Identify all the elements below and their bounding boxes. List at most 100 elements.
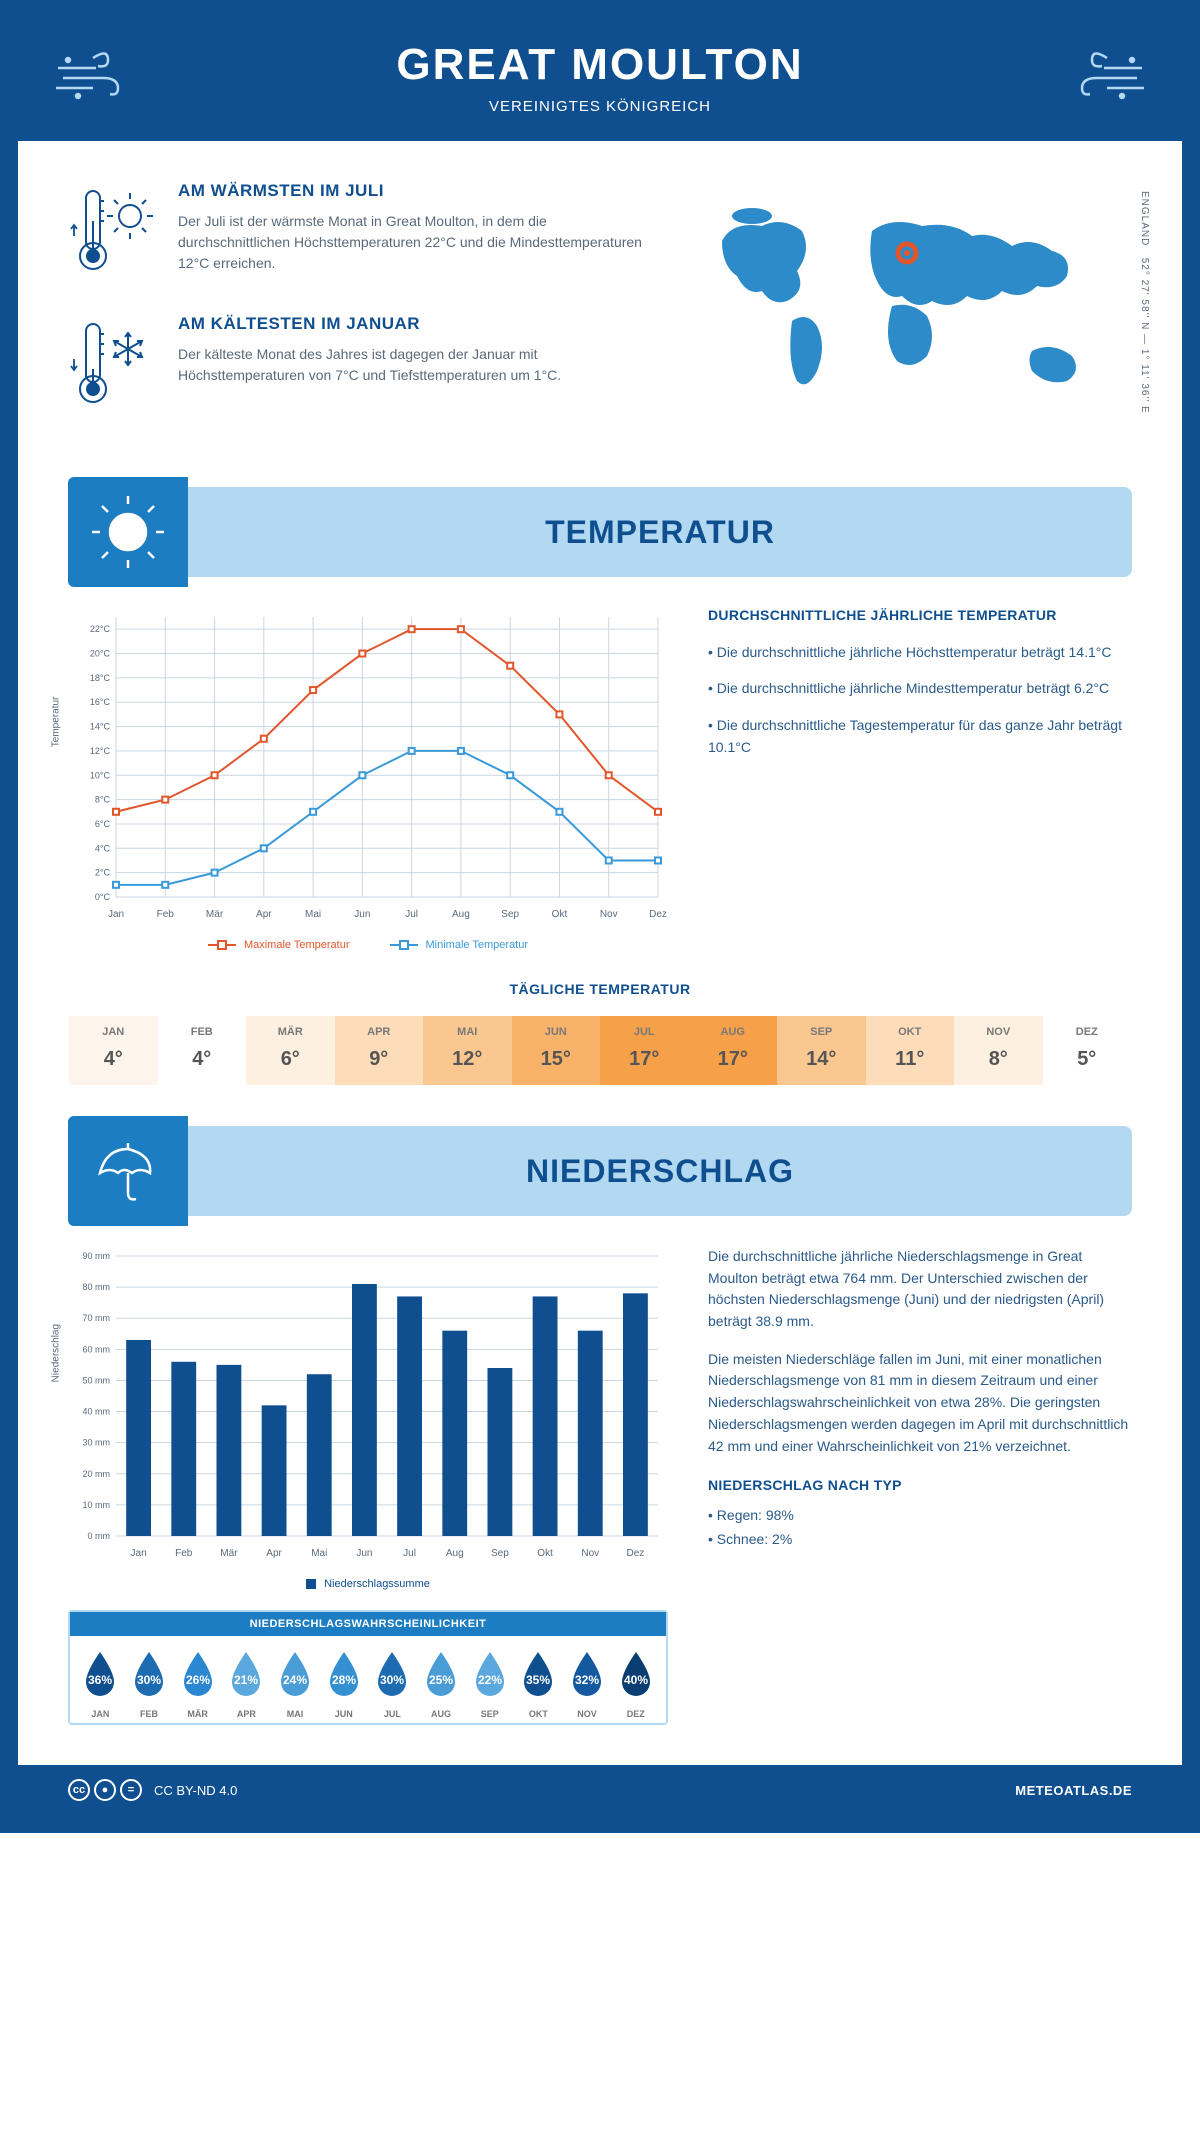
svg-text:Aug: Aug bbox=[446, 1548, 464, 1559]
daily-cell: JAN4° bbox=[69, 1016, 158, 1085]
footer: cc ● = CC BY-ND 4.0 METEOATLAS.DE bbox=[18, 1765, 1182, 1815]
svg-text:Mär: Mär bbox=[220, 1548, 238, 1559]
thermometer-sun-icon bbox=[68, 181, 158, 286]
svg-text:90 mm: 90 mm bbox=[82, 1251, 110, 1261]
content: AM WÄRMSTEN IM JULI Der Juli ist der wär… bbox=[18, 141, 1182, 1765]
svg-text:Jul: Jul bbox=[405, 909, 418, 920]
legend-max: Maximale Temperatur bbox=[244, 939, 350, 951]
svg-text:2°C: 2°C bbox=[95, 868, 111, 878]
temp-bullet: • Die durchschnittliche jährliche Mindes… bbox=[708, 677, 1132, 699]
warmest-summary: AM WÄRMSTEN IM JULI Der Juli ist der wär… bbox=[68, 181, 652, 286]
prob-cell: 24%MAI bbox=[271, 1648, 320, 1719]
coldest-summary: AM KÄLTESTEN IM JANUAR Der kälteste Mona… bbox=[68, 314, 652, 419]
daily-cell: APR9° bbox=[335, 1016, 424, 1085]
svg-text:30%: 30% bbox=[137, 1673, 161, 1687]
svg-text:Dez: Dez bbox=[649, 909, 667, 920]
precipitation-left: Niederschlag 0 mm10 mm20 mm30 mm40 mm50 … bbox=[68, 1246, 668, 1725]
daily-title: TÄGLICHE TEMPERATUR bbox=[68, 981, 1132, 997]
svg-text:Okt: Okt bbox=[537, 1548, 553, 1559]
precip-chart-svg: 0 mm10 mm20 mm30 mm40 mm50 mm60 mm70 mm8… bbox=[68, 1246, 668, 1566]
prob-cell: 32%NOV bbox=[563, 1648, 612, 1719]
legend-min: Minimale Temperatur bbox=[426, 939, 529, 951]
svg-text:Nov: Nov bbox=[600, 909, 618, 920]
daily-cell: OKT11° bbox=[866, 1016, 955, 1085]
prob-cell: 30%FEB bbox=[125, 1648, 174, 1719]
temp-chart-svg: 0°C2°C4°C6°C8°C10°C12°C14°C16°C18°C20°C2… bbox=[68, 607, 668, 927]
coordinates: ENGLAND 52° 27' 58'' N — 1° 11' 36'' E bbox=[1139, 191, 1150, 414]
svg-text:8°C: 8°C bbox=[95, 795, 111, 805]
svg-text:16°C: 16°C bbox=[90, 697, 111, 707]
svg-text:40 mm: 40 mm bbox=[82, 1407, 110, 1417]
precip-type-item: • Schnee: 2% bbox=[708, 1529, 1132, 1551]
temp-bullet: • Die durchschnittliche jährliche Höchst… bbox=[708, 641, 1132, 663]
page-title: GREAT MOULTON bbox=[18, 40, 1182, 90]
footer-left: cc ● = CC BY-ND 4.0 bbox=[68, 1779, 237, 1801]
wind-icon bbox=[48, 38, 158, 108]
prob-cell: 36%JAN bbox=[76, 1648, 125, 1719]
world-map: ENGLAND 52° 27' 58'' N — 1° 11' 36'' E bbox=[692, 181, 1132, 447]
svg-text:50 mm: 50 mm bbox=[82, 1375, 110, 1385]
header: GREAT MOULTON VEREINIGTES KÖNIGREICH bbox=[18, 18, 1182, 141]
page-subtitle: VEREINIGTES KÖNIGREICH bbox=[18, 98, 1182, 115]
svg-text:24%: 24% bbox=[283, 1673, 307, 1687]
coldest-text: Der kälteste Monat des Jahres ist dagege… bbox=[178, 344, 652, 386]
daily-cell: JUN15° bbox=[512, 1016, 601, 1085]
svg-text:36%: 36% bbox=[88, 1673, 112, 1687]
temp-bullet: • Die durchschnittliche Tagestemperatur … bbox=[708, 714, 1132, 759]
svg-text:4°C: 4°C bbox=[95, 843, 111, 853]
warmest-title: AM WÄRMSTEN IM JULI bbox=[178, 181, 652, 201]
temperature-title: TEMPERATUR bbox=[188, 514, 1132, 551]
precip-type-title: NIEDERSCHLAG NACH TYP bbox=[708, 1475, 1132, 1497]
svg-text:30 mm: 30 mm bbox=[82, 1438, 110, 1448]
svg-text:Nov: Nov bbox=[581, 1548, 599, 1559]
sun-icon bbox=[68, 477, 188, 587]
coldest-title: AM KÄLTESTEN IM JANUAR bbox=[178, 314, 652, 334]
top-row: AM WÄRMSTEN IM JULI Der Juli ist der wär… bbox=[68, 181, 1132, 447]
temperature-row: Temperatur 0°C2°C4°C6°C8°C10°C12°C14°C16… bbox=[68, 607, 1132, 951]
svg-text:21%: 21% bbox=[234, 1673, 258, 1687]
precip-type-item: • Regen: 98% bbox=[708, 1505, 1132, 1527]
prob-cell: 21%APR bbox=[222, 1648, 271, 1719]
legend-precip: Niederschlagssumme bbox=[324, 1578, 430, 1590]
precip-y-label: Niederschlag bbox=[51, 1324, 62, 1382]
svg-text:10 mm: 10 mm bbox=[82, 1500, 110, 1510]
svg-text:Sep: Sep bbox=[501, 909, 519, 920]
daily-cell: NOV8° bbox=[954, 1016, 1043, 1085]
daily-cell: FEB4° bbox=[158, 1016, 247, 1085]
svg-text:Okt: Okt bbox=[552, 909, 568, 920]
temperature-chart: Temperatur 0°C2°C4°C6°C8°C10°C12°C14°C16… bbox=[68, 607, 668, 951]
svg-text:22°C: 22°C bbox=[90, 624, 111, 634]
svg-text:0 mm: 0 mm bbox=[88, 1531, 111, 1541]
prob-cell: 25%AUG bbox=[417, 1648, 466, 1719]
site-name: METEOATLAS.DE bbox=[1015, 1783, 1132, 1798]
svg-text:Apr: Apr bbox=[266, 1548, 282, 1559]
daily-cell: AUG17° bbox=[689, 1016, 778, 1085]
svg-text:Mär: Mär bbox=[206, 909, 224, 920]
umbrella-icon bbox=[68, 1116, 188, 1226]
svg-text:Jan: Jan bbox=[108, 909, 124, 920]
svg-text:30%: 30% bbox=[380, 1673, 404, 1687]
temperature-banner: TEMPERATUR bbox=[68, 487, 1132, 577]
svg-text:Jan: Jan bbox=[131, 1548, 147, 1559]
svg-text:20°C: 20°C bbox=[90, 649, 111, 659]
temp-y-label: Temperatur bbox=[51, 697, 62, 748]
page: GREAT MOULTON VEREINIGTES KÖNIGREICH bbox=[0, 0, 1200, 1833]
svg-text:Feb: Feb bbox=[175, 1548, 193, 1559]
wind-icon bbox=[1042, 38, 1152, 108]
license-text: CC BY-ND 4.0 bbox=[154, 1783, 237, 1798]
daily-cell: MÄR6° bbox=[246, 1016, 335, 1085]
precipitation-text: Die durchschnittliche jährliche Niedersc… bbox=[708, 1246, 1132, 1725]
svg-text:10°C: 10°C bbox=[90, 770, 111, 780]
svg-text:6°C: 6°C bbox=[95, 819, 111, 829]
svg-text:Jul: Jul bbox=[403, 1548, 416, 1559]
svg-text:Dez: Dez bbox=[627, 1548, 645, 1559]
svg-text:14°C: 14°C bbox=[90, 722, 111, 732]
thermometer-snow-icon bbox=[68, 314, 158, 419]
prob-cell: 28%JUN bbox=[319, 1648, 368, 1719]
svg-text:18°C: 18°C bbox=[90, 673, 111, 683]
svg-text:Apr: Apr bbox=[256, 909, 272, 920]
warmest-text: Der Juli ist der wärmste Monat in Great … bbox=[178, 211, 652, 274]
svg-text:40%: 40% bbox=[624, 1673, 648, 1687]
prob-cell: 30%JUL bbox=[368, 1648, 417, 1719]
temp-side-title: DURCHSCHNITTLICHE JÄHRLICHE TEMPERATUR bbox=[708, 607, 1132, 623]
